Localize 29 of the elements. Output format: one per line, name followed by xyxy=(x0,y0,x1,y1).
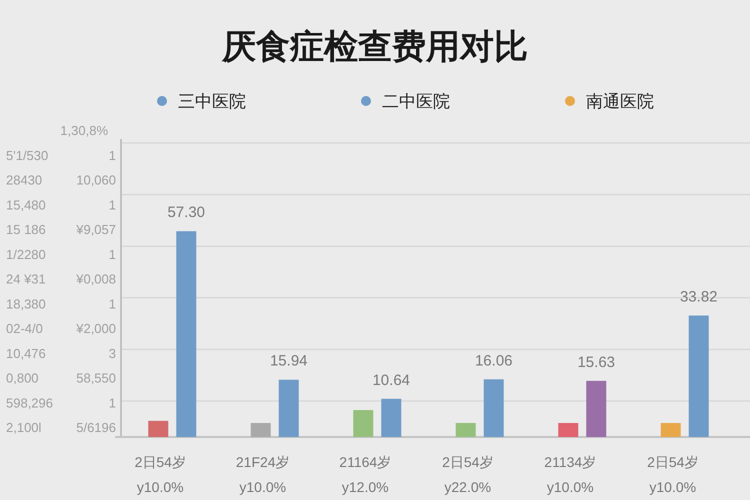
chart-title: 厌食症检查费用对比 xyxy=(221,28,528,66)
bar xyxy=(381,398,402,437)
bar xyxy=(250,422,271,437)
bar xyxy=(688,316,709,437)
data-label: 15.94 xyxy=(270,352,308,370)
bar xyxy=(456,422,476,437)
bar xyxy=(353,410,374,437)
data-label: 15.63 xyxy=(577,354,616,371)
bar xyxy=(148,420,168,437)
x-tick-label: 21F24岁 y10.0% xyxy=(236,454,290,495)
data-label: 33.82 xyxy=(680,288,718,306)
bar xyxy=(278,380,299,437)
x-tick-label: 21134岁 y10.0% xyxy=(544,454,596,495)
x-tick-label: 2日54岁 y10.0% xyxy=(134,454,186,495)
bar xyxy=(660,422,681,437)
x-tick-label: 2日54岁 y10.0% xyxy=(647,454,698,495)
data-label: 57.30 xyxy=(167,204,206,222)
legend-label: 二中医院 xyxy=(382,92,450,111)
legend-label: 南通医院 xyxy=(586,92,654,111)
legend-label: 三中医院 xyxy=(178,92,246,111)
bar xyxy=(176,231,196,437)
x-tick-label: 2日54岁 y22.0% xyxy=(442,454,494,495)
bar xyxy=(484,379,504,437)
data-label: 16.06 xyxy=(474,352,513,370)
data-label: 10.64 xyxy=(372,372,410,389)
x-tick-label: 21164岁 y12.0% xyxy=(339,454,392,495)
bar xyxy=(586,380,606,437)
bar xyxy=(558,422,578,437)
annotations: 1,30,8% 5'1/530 1 28430 10,060 15,480 1 15 186 ¥9,057 1/2280 1 24 ¥31 ¥0,008 18,380 1 02-4/0 ¥2,000 10,476 3 0,800 58,550 598,296 1 2,100l 5/6196 xyxy=(6,123,116,435)
